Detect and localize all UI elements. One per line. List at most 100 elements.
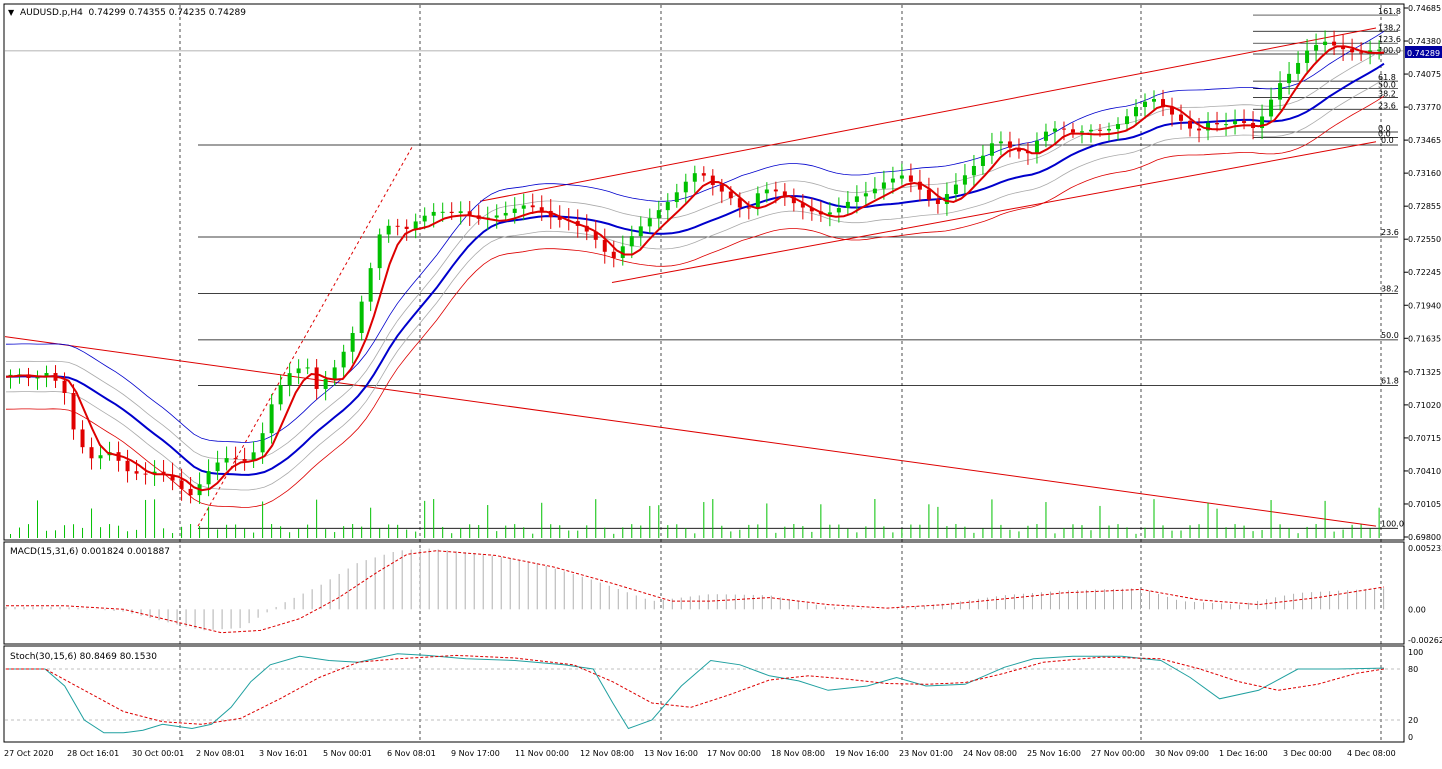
candle-body: [683, 181, 688, 193]
price-tick-label-2: 0.74075: [1408, 70, 1441, 79]
time-tick-label-8: 11 Nov 00:00: [515, 749, 569, 758]
price-tick-label-3: 0.73770: [1408, 103, 1441, 112]
candle-body: [422, 215, 427, 222]
candle-body: [1368, 50, 1373, 53]
time-tick-label-16: 25 Nov 16:00: [1027, 749, 1081, 758]
candle-body: [1206, 123, 1211, 131]
candle-body: [962, 175, 967, 185]
fib-drag-line: [197, 146, 413, 527]
candle-body: [512, 208, 517, 213]
candle-body: [917, 181, 922, 190]
candle-body: [377, 234, 382, 269]
candle-body: [656, 210, 661, 219]
candle-body: [1296, 62, 1301, 74]
candle-body: [971, 165, 976, 176]
candle-body: [845, 201, 850, 209]
time-tick-label-19: 1 Dec 16:00: [1219, 749, 1268, 758]
candle-body: [1377, 49, 1382, 51]
candle-body: [908, 175, 913, 182]
candle-body: [665, 202, 670, 211]
price-tick-label-10: 0.71635: [1408, 334, 1441, 343]
fib-right-label-0: 161.8: [1378, 7, 1401, 16]
candle-body: [863, 193, 868, 197]
time-tick-label-9: 12 Nov 08:00: [580, 749, 634, 758]
price-tick-label-11: 0.71325: [1408, 368, 1441, 377]
candle-body: [539, 207, 544, 211]
macd-tick-label-1: 0.00: [1408, 605, 1426, 614]
price-tick-label-6: 0.72855: [1408, 202, 1441, 211]
time-tick-label-3: 2 Nov 08:01: [196, 749, 245, 758]
candle-body: [287, 373, 292, 386]
candle-body: [530, 205, 535, 208]
candle-body: [1043, 131, 1048, 141]
candle-body: [296, 368, 301, 374]
candle-body: [170, 474, 175, 481]
candle-body: [1179, 114, 1184, 121]
price-tick-label-1: 0.74380: [1408, 37, 1441, 46]
time-tick-label-11: 17 Nov 00:00: [707, 749, 761, 758]
candle-body: [449, 211, 454, 214]
candle-body: [935, 199, 940, 204]
candle-body: [251, 452, 256, 461]
candle-body: [1242, 121, 1247, 123]
candle-body: [755, 193, 760, 208]
candle-body: [710, 175, 715, 185]
downtrend-line: [4, 336, 1377, 527]
stoch-panel-frame: [3, 645, 1405, 743]
candle-body: [521, 205, 526, 209]
fib-right-label-6: 38.2: [1378, 89, 1396, 98]
fib-right-label-5: 50.0: [1378, 81, 1396, 90]
macd-title: MACD(15,31,6) 0.001824 0.001887: [10, 547, 170, 557]
candle-body: [1061, 128, 1066, 130]
candle-body: [98, 455, 103, 459]
macd-signal-line: [6, 550, 1385, 634]
candle-body: [233, 458, 238, 460]
candle-body: [314, 367, 319, 389]
candle-body: [620, 246, 625, 258]
stoch-tick-label-0: 100: [1408, 648, 1423, 657]
candle-body: [557, 217, 562, 220]
candle-body: [854, 196, 859, 202]
candle-body: [1106, 128, 1111, 131]
candle-body: [71, 392, 76, 430]
candle-body: [1133, 106, 1138, 117]
candle-body: [1224, 124, 1229, 126]
macd-tick-label-0: 0.005233: [1408, 544, 1442, 553]
candle-body: [1070, 129, 1075, 133]
candle-body: [611, 251, 616, 258]
candle-body: [125, 460, 130, 472]
candle-body: [647, 218, 652, 227]
time-tick-label-21: 4 Dec 08:00: [1347, 749, 1396, 758]
candle-body: [944, 194, 949, 204]
candle-body: [899, 175, 904, 179]
candle-body: [260, 433, 265, 453]
fib-main-label-0: 0.0: [1381, 136, 1394, 145]
time-tick-label-10: 13 Nov 16:00: [644, 749, 698, 758]
candle-body: [152, 471, 157, 475]
candle-body: [413, 221, 418, 229]
candle-body: [746, 207, 751, 209]
candle-body: [1188, 120, 1193, 129]
candle-body: [926, 189, 931, 200]
fib-main-label-1: 23.6: [1381, 228, 1399, 237]
candle-body: [1007, 141, 1012, 148]
candle-body: [1088, 129, 1093, 132]
candle-body: [638, 226, 643, 237]
candle-body: [1215, 123, 1220, 125]
candle-body: [1260, 116, 1265, 129]
time-tick-label-5: 5 Nov 00:01: [323, 749, 372, 758]
candle-body: [989, 143, 994, 156]
candle-body: [332, 367, 337, 379]
candle-body: [1305, 50, 1310, 63]
candle-body: [269, 404, 274, 434]
band-lower-grey: [5, 78, 1385, 491]
time-tick-label-12: 18 Nov 08:00: [771, 749, 825, 758]
candle-body: [872, 188, 877, 194]
main-chart-title: AUDUSD.p,H4 0.74299 0.74355 0.74235 0.74…: [20, 8, 246, 18]
chart-menu-icon[interactable]: ▼: [8, 8, 15, 17]
candle-body: [503, 212, 508, 216]
stoch-tick-label-1: 80: [1408, 665, 1418, 674]
candle-body: [1278, 83, 1283, 100]
